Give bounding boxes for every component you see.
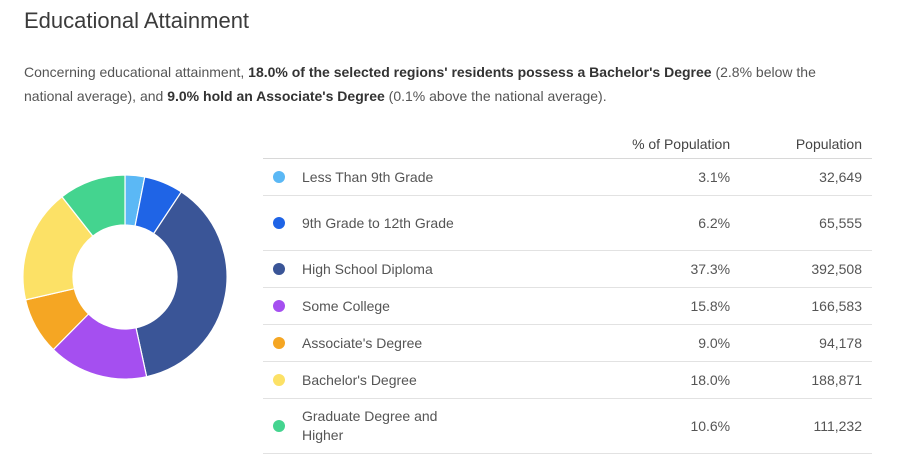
- category-label: Graduate Degree and Higher: [302, 408, 438, 443]
- category-cell: Bachelor's Degree: [263, 361, 598, 399]
- category-label: High School Diploma: [302, 260, 433, 277]
- pct-cell: 18.0%: [597, 361, 741, 399]
- donut-slice: [61, 174, 126, 237]
- population-cell: 94,178: [740, 324, 872, 362]
- donut-slice: [135, 191, 228, 378]
- category-cell: 9th Grade to 12th Grade: [263, 195, 598, 251]
- summary-text: Concerning educational attainment, 18.0%…: [24, 60, 864, 108]
- table-row: Bachelor's Degree 18.0% 188,871: [263, 361, 872, 399]
- population-cell: 32,649: [740, 158, 872, 196]
- category-cell: Graduate Degree and Higher: [263, 398, 598, 454]
- population-cell: 188,871: [740, 361, 872, 399]
- table-row: Some College 15.8% 166,583: [263, 287, 872, 325]
- legend-dot-icon: [273, 300, 285, 312]
- donut-slices: [22, 174, 228, 380]
- pct-cell: 3.1%: [597, 158, 741, 196]
- pct-cell: 6.2%: [597, 195, 741, 251]
- category-label: 9th Grade to 12th Grade: [302, 214, 454, 231]
- pct-cell: 15.8%: [597, 287, 741, 325]
- summary-part-3: (0.1% above the national average).: [384, 88, 607, 104]
- category-label: Bachelor's Degree: [302, 371, 417, 388]
- population-cell: 65,555: [740, 195, 872, 251]
- header-pct: % of Population: [597, 130, 741, 159]
- table-row: 9th Grade to 12th Grade 6.2% 65,555: [263, 195, 872, 251]
- table-row: Less Than 9th Grade 3.1% 32,649: [263, 158, 872, 196]
- header-population: Population: [740, 130, 872, 159]
- table-header-row: % of Population Population: [263, 130, 872, 159]
- category-cell: High School Diploma: [263, 250, 598, 288]
- summary-part-2: (2.8% below the national average), and: [24, 64, 816, 104]
- category-cell: Less Than 9th Grade: [263, 158, 598, 196]
- pct-cell: 9.0%: [597, 324, 741, 362]
- legend-dot-icon: [273, 263, 285, 275]
- category-label: Some College: [302, 297, 390, 314]
- category-cell: Some College: [263, 287, 598, 325]
- table-row: Graduate Degree and Higher 10.6% 111,232: [263, 398, 872, 454]
- population-cell: 111,232: [740, 398, 872, 454]
- summary-bold-2: 9.0% hold an Associate's Degree: [167, 88, 385, 104]
- category-label: Less Than 9th Grade: [302, 168, 434, 185]
- pct-cell: 37.3%: [597, 250, 741, 288]
- legend-dot-icon: [273, 374, 285, 386]
- legend-dot-icon: [273, 337, 285, 349]
- summary-part-1: Concerning educational attainment,: [24, 64, 249, 80]
- legend-dot-icon: [273, 420, 285, 432]
- header-category: [263, 130, 598, 159]
- summary-bold-1: 18.0% of the selected regions' residents…: [248, 64, 712, 80]
- legend-dot-icon: [273, 217, 285, 229]
- population-cell: 166,583: [740, 287, 872, 325]
- category-cell: Associate's Degree: [263, 324, 598, 362]
- population-cell: 392,508: [740, 250, 872, 288]
- table-row: High School Diploma 37.3% 392,508: [263, 250, 872, 288]
- pct-cell: 10.6%: [597, 398, 741, 454]
- donut-chart: [22, 174, 228, 380]
- legend-dot-icon: [273, 171, 285, 183]
- table-row: Associate's Degree 9.0% 94,178: [263, 324, 872, 362]
- page-title: Educational Attainment: [24, 8, 250, 33]
- category-label: Associate's Degree: [302, 334, 423, 351]
- attainment-table: % of Population Population Less Than 9th…: [263, 130, 872, 454]
